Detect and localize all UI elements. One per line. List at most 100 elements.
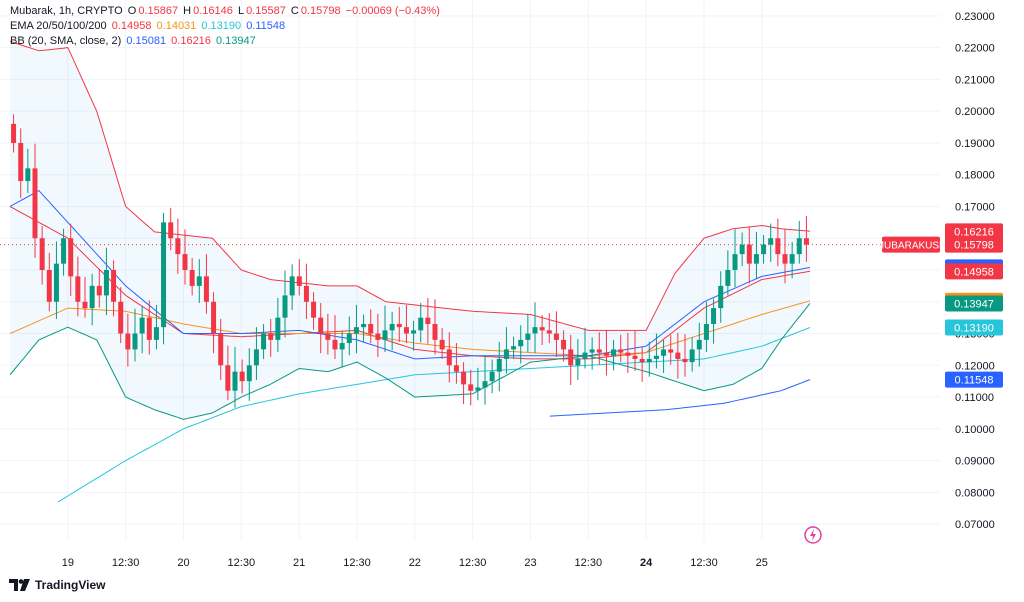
candle-body: [475, 387, 481, 391]
candle-body: [418, 317, 424, 331]
legend-low-label: L: [237, 5, 245, 17]
indicator-lines: [0, 40, 940, 503]
candle-body: [311, 301, 317, 318]
candle-body: [175, 238, 181, 255]
candle-body: [361, 324, 367, 328]
legend-symbol: Mubarak, 1h, CRYPTO: [10, 5, 123, 17]
candle-body: [425, 317, 431, 324]
y-tick-label: 0.09000: [955, 456, 995, 468]
candle-body: [761, 244, 767, 255]
candle-body: [432, 324, 438, 340]
candle-body: [725, 270, 731, 286]
candle-body: [339, 343, 345, 350]
symbol-price-tag: [882, 236, 940, 253]
candle-body: [268, 333, 274, 340]
y-tick-label: 0.23000: [955, 11, 995, 23]
legend-bb-row[interactable]: BB (20, SMA, close, 2) 0.15081 0.16216 0…: [10, 34, 442, 49]
candle-body: [496, 358, 502, 372]
candle-body: [389, 324, 395, 331]
candle-body: [61, 238, 67, 264]
y-tick-label: 0.12000: [955, 360, 995, 372]
time-axis[interactable]: 19 12:30 20 12:30 21 12:30 22 12:30 23 12:30 24 12:…: [62, 557, 768, 569]
y-tick-label: 0.21000: [955, 74, 995, 86]
candle-body: [568, 349, 574, 366]
x-tick-label: 20: [177, 557, 189, 569]
candle-body: [561, 339, 567, 350]
x-tick-label: 12:30: [575, 557, 603, 569]
legend-bb-upper-value: 0.16216: [171, 35, 211, 47]
flash-icon[interactable]: [803, 525, 823, 545]
candle-body: [532, 327, 538, 334]
candle-body: [625, 352, 631, 356]
price-tag: [945, 263, 1003, 280]
x-tick-label: 23: [524, 557, 536, 569]
candle-body: [689, 349, 695, 363]
candle-body: [18, 142, 24, 182]
candle-body: [675, 352, 681, 359]
candle-body: [225, 365, 231, 391]
bb-basis-line: [9, 189, 811, 360]
x-tick-label: 25: [756, 557, 768, 569]
candle-body: [446, 349, 452, 366]
legend-ema-row[interactable]: EMA 20/50/100/200 0.14958 0.14031 0.1319…: [10, 19, 442, 34]
candle-body: [325, 333, 331, 340]
candle-body: [68, 238, 74, 277]
ema-200-line: [549, 379, 811, 417]
candle-body: [189, 270, 195, 286]
legend-low-value: 0.15587: [246, 5, 286, 17]
candle-body: [368, 324, 374, 334]
price-tag: [945, 319, 1003, 336]
legend-bb-label: BB (20, SMA, close, 2): [10, 35, 122, 47]
y-tick-label: 0.22000: [955, 43, 995, 55]
x-tick-label: 19: [62, 557, 74, 569]
candle-body: [382, 330, 388, 340]
legend-open-label: O: [127, 5, 137, 17]
x-tick-label: 12:30: [343, 557, 371, 569]
candle-body: [582, 352, 588, 359]
candle-body: [539, 327, 545, 331]
candle-body: [11, 123, 17, 143]
price-tag-text: 0.14958: [954, 266, 994, 278]
candle-body: [96, 285, 102, 296]
candle-body: [196, 276, 202, 286]
candle-body: [82, 301, 88, 309]
candle-body: [646, 358, 652, 363]
candle-body: [525, 333, 531, 340]
price-tag: [945, 295, 1003, 312]
candle-body: [118, 301, 124, 334]
candle-body: [32, 168, 38, 239]
candle-body: [696, 339, 702, 350]
candle-body: [503, 349, 509, 359]
legend-ema100-value: 0.13190: [201, 20, 242, 32]
x-tick-label: 12:30: [112, 557, 140, 569]
candle-body: [711, 308, 717, 324]
candle-body: [182, 254, 188, 270]
candle-body: [439, 339, 445, 350]
legend-ema50-value: 0.14031: [156, 20, 197, 32]
candle-body: [75, 276, 81, 302]
x-tick-label: 12:30: [459, 557, 487, 569]
candle-body: [775, 238, 781, 255]
tradingview-logo-icon: [9, 579, 30, 591]
candle-body: [239, 371, 245, 382]
tradingview-logo-text: TradingView: [35, 578, 106, 592]
candle-body: [403, 327, 409, 334]
price-axis[interactable]: 0.23000 0.22000 0.21000 0.20000 0.19000 0.180…: [955, 11, 995, 531]
price-tag: [945, 223, 1003, 240]
legend-ema20-value: 0.14958: [111, 20, 152, 32]
y-tick-label: 0.07000: [955, 519, 995, 531]
legend-ema-label: EMA 20/50/100/200: [10, 20, 107, 32]
candle-body: [746, 244, 752, 264]
candle-body: [161, 222, 167, 328]
candle-body: [232, 371, 238, 391]
candle-body: [275, 317, 281, 340]
legend-high-label: H: [183, 5, 192, 17]
candle-body: [603, 352, 609, 356]
candle-body: [575, 358, 581, 366]
y-tick-label: 0.10000: [955, 424, 995, 436]
tradingview-logo[interactable]: TradingView: [9, 578, 105, 592]
candle-body: [511, 346, 517, 350]
candle-body: [282, 295, 288, 318]
